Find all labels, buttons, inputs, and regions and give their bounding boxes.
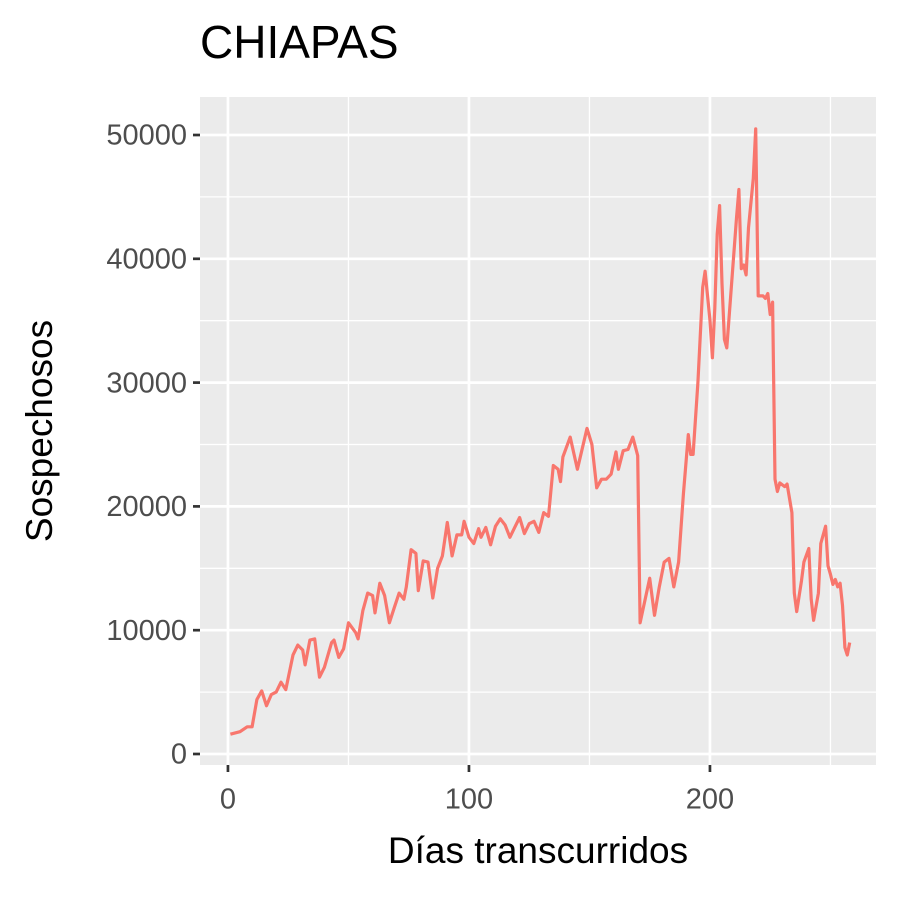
x-tick-label: 200 [686,784,734,816]
data-line [229,127,852,736]
y-tick-label: 20000 [106,491,187,523]
x-tick-label: 100 [445,784,493,816]
x-tick-label: 0 [220,784,236,816]
y-tick-label: 50000 [106,120,187,152]
y-tick-label: 10000 [106,615,187,647]
y-axis-title: Sospechosos [19,320,60,542]
y-tick-label: 0 [171,739,187,771]
x-axis-title: Días transcurridos [388,830,688,871]
panel [200,97,876,765]
y-tick-label: 30000 [106,367,187,399]
chart-title: CHIAPAS [200,16,399,68]
y-tick-label: 40000 [106,243,187,275]
